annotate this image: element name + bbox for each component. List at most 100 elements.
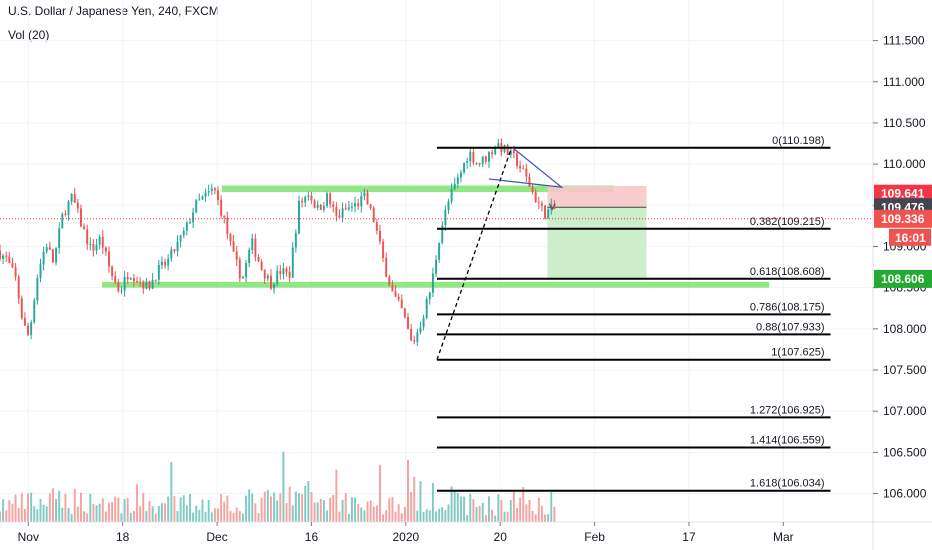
candle-body [27,325,29,335]
volume-bar [86,513,89,522]
candle-body [167,258,170,266]
volume-bar [425,509,428,522]
candle-body [416,332,419,342]
candle-body [120,290,123,292]
volume-bar [341,499,344,522]
volume-bar [42,504,45,522]
drawing-zones[interactable] [101,185,770,288]
time-tick-label: 20 [494,530,508,544]
candle-body [276,270,279,285]
candle-body [98,236,101,245]
volume-bar [95,505,98,522]
triangle-pattern [488,147,564,189]
candle-body [534,191,537,203]
candle-body [226,217,229,235]
volume-bar [481,502,484,522]
volume-bar [204,511,207,522]
volume-bar [522,487,525,522]
volume-bar [453,490,456,522]
volume-bar [326,510,328,522]
candle-body [531,186,534,192]
volume-bar [279,493,282,522]
volume-bar [176,511,179,522]
volume-bar [450,486,453,522]
volume-bar [335,469,338,522]
volume-bar [14,494,17,522]
volume-bar [83,511,86,522]
price-tick-label: 108.000 [883,322,927,336]
volume-bar [126,498,129,522]
candle-body [372,207,375,223]
volume-bar [70,514,73,522]
volume-bar [413,476,416,522]
trend-drawings[interactable] [0,147,873,220]
time-tick-label: Mar [773,530,794,544]
volume-bar [534,514,537,522]
volume-bar [51,488,54,522]
candle-body [154,279,157,281]
volume-bar [260,497,263,522]
volume-bar [550,492,553,522]
candle-body [525,168,528,177]
volume-bar [491,509,494,522]
candle-body [397,296,400,300]
price-tick-label: 111.500 [883,34,925,48]
candle-body [338,215,341,218]
candle-body [64,213,67,215]
candle-body [238,259,241,279]
volume-bar [76,506,79,522]
candle-body [310,195,313,201]
volume-bar [232,512,235,522]
volume-bar [338,511,341,522]
candle-body [30,322,33,335]
candle-body [344,208,347,210]
volume-bar [154,513,157,522]
volume-bar [298,493,300,522]
candle-body [245,263,248,278]
volume-bar [189,494,191,522]
chart-title: U.S. Dollar / Japanese Yen, 240, FXCM [8,4,219,18]
candle-body [382,241,385,258]
candle-body [176,241,179,252]
volume-bar [11,503,14,522]
candle-body [522,168,525,170]
volume-bar [61,507,64,522]
candle-body [76,202,79,209]
volume-bar [20,493,23,522]
volume-bar [422,512,425,522]
candle-body [11,263,14,268]
volume-bar [185,505,188,522]
volume-bar [447,504,450,522]
candle-body [472,151,475,163]
candle-body [294,233,297,248]
volume-bar [478,506,481,522]
volume-bar [117,497,120,522]
time-tick-label: 18 [116,530,130,544]
candle-body [142,281,145,289]
price-tick-label: 110.000 [883,157,926,171]
candle-body [425,299,428,318]
volume-bar [179,497,182,522]
volume-bar [229,510,232,522]
volume-bar [55,498,58,522]
volume-bar [132,510,135,522]
candle-body [126,277,129,280]
volume-bar [80,492,82,522]
candle-body [182,230,185,236]
volume-bar [89,493,92,522]
volume-bar [160,503,163,522]
candle-body [519,165,522,169]
volume-bars [0,451,556,522]
candle-body [528,176,531,187]
candle-body [400,299,403,309]
candle-body [385,257,388,277]
volume-bar [67,507,70,522]
candle-body [547,209,550,219]
candle-body [145,281,148,289]
volume-bar [466,515,469,522]
volume-bar [198,510,201,522]
candle-body [363,192,366,197]
candle-body [497,143,500,149]
volume-bar [157,506,160,522]
